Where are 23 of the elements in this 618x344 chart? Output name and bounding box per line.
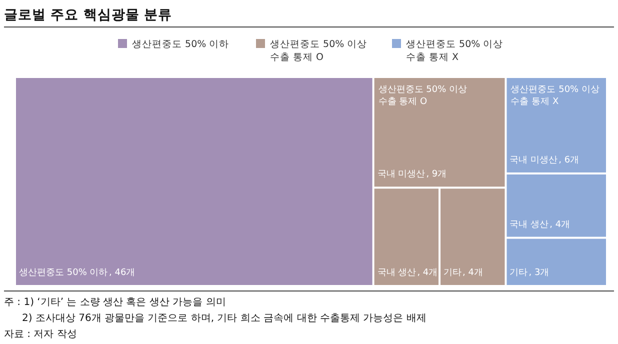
category-label: 국내 미생산 <box>510 155 558 166</box>
data-label: , 9개 <box>426 170 447 180</box>
data-label: , 4개 <box>417 268 438 278</box>
text: 자료 : 저자 작성 <box>4 329 77 340</box>
data-label: , 46개 <box>109 268 136 278</box>
legend-label: 생산편중도 50% 이상 수출 통제 X <box>406 39 504 63</box>
text: 글로벌 주요 핵심광물 분류 <box>4 7 172 23</box>
category-label: 생산편중도 50% 이하 <box>19 268 108 278</box>
text: 2) 조사대상 76개 광물만을 기준으로 하며, 기타 희소 금속에 대한 수출통제 가능성은 배제 <box>22 313 426 324</box>
category-label: 국내 미생산 <box>377 170 426 180</box>
legend-label: 생산편중도 50% 이상 수출 통제 O <box>270 39 368 63</box>
legend-label: 생산편중도 50% 이하 <box>132 39 230 50</box>
data-label: , 3개 <box>528 268 550 278</box>
category-label: 국내 생산 <box>510 220 549 230</box>
data-label: , 4개 <box>550 220 570 230</box>
category-label: 기타 <box>510 268 528 278</box>
text: 생산편중도 50% 이상 수출 통제 O <box>378 85 468 107</box>
text: 생산편중도 50% 이상 수출 통제 X <box>510 85 600 107</box>
data-label: , 6개 <box>558 155 580 166</box>
data-label: , 4개 <box>462 268 483 278</box>
category-label: 국내 생산 <box>377 268 416 278</box>
text: 주 : 1) ‘기타’ 는 소량 생산 혹은 생산 가능을 의미 <box>4 297 226 308</box>
category-label: 기타 <box>444 268 462 278</box>
